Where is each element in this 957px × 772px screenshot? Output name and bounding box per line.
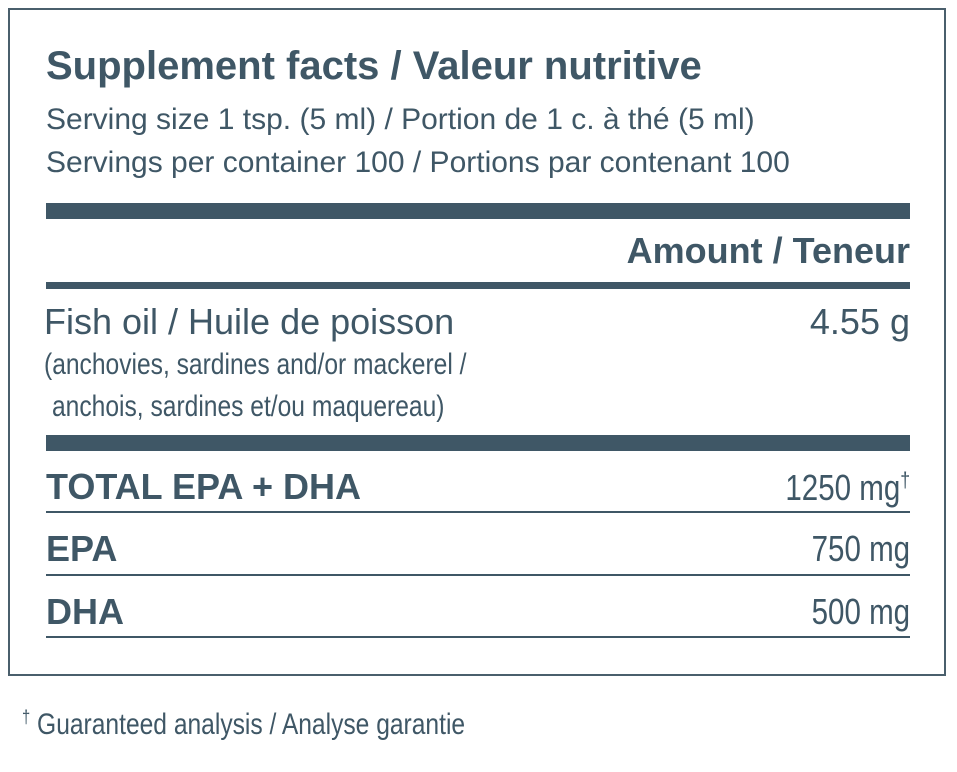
footnote-text: Guaranteed analysis / Analyse garantie	[37, 707, 466, 741]
row-amount: 750 mg	[811, 528, 910, 569]
footnote-mark: †	[900, 467, 910, 492]
row-rule	[46, 636, 910, 638]
serving-size: Serving size 1 tsp. (5 ml) / Portion de …	[46, 103, 755, 136]
row-amount: 500 mg	[811, 591, 910, 632]
title: Supplement facts / Valeur nutritive	[46, 44, 702, 88]
row-label: EPA	[46, 528, 118, 569]
medium-rule	[46, 282, 910, 289]
row-rule	[46, 574, 910, 576]
row-label: TOTAL EPA + DHA	[46, 466, 362, 507]
thick-rule	[46, 203, 910, 219]
ingredient-source: anchois, sardines et/ou maquereau)	[52, 390, 445, 423]
row-amount: 1250 mg†	[785, 469, 910, 506]
ingredient-source: (anchovies, sardines and/or mackerel /	[44, 348, 467, 381]
servings-per-container: Servings per container 100 / Portions pa…	[46, 146, 790, 179]
row-label: DHA	[46, 591, 124, 632]
ingredient-name: Fish oil / Huile de poisson	[44, 301, 455, 342]
thick-rule	[46, 435, 910, 451]
row-rule	[46, 511, 910, 513]
footnote-mark: †	[22, 707, 31, 727]
footnote: † Guaranteed analysis / Analyse garantie	[22, 708, 465, 740]
facts-panel	[8, 8, 946, 676]
column-header: Amount / Teneur	[626, 230, 910, 271]
amount: 1250 mg	[785, 466, 901, 508]
ingredient-amount: 4.55 g	[809, 301, 910, 342]
